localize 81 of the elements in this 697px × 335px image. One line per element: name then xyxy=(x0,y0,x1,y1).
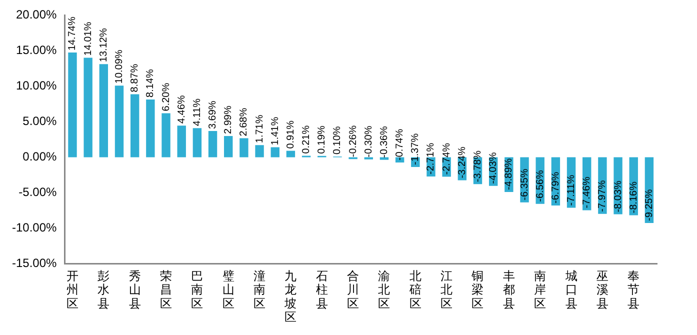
data-label: -7.46% xyxy=(582,176,593,208)
bar xyxy=(255,145,264,158)
bar xyxy=(192,128,202,158)
x-tick-label: 渝北区 xyxy=(378,268,390,310)
x-tick-label: 秀山县 xyxy=(128,268,141,310)
data-label: -0.26% xyxy=(348,125,359,158)
x-tick-label: 石柱县 xyxy=(316,268,328,310)
data-label: -8.16% xyxy=(628,181,640,214)
bar xyxy=(84,58,92,158)
data-label: -1.37% xyxy=(410,133,422,165)
data-label: -0.74% xyxy=(394,128,406,161)
data-label: 2.68% xyxy=(238,108,250,136)
x-tick-label: 合川区 xyxy=(347,268,360,310)
data-label: -3.24% xyxy=(456,146,468,178)
data-label: 1.41% xyxy=(270,116,281,146)
y-tick-label: -15.00% xyxy=(12,256,58,270)
data-label: 0.10% xyxy=(332,126,344,155)
data-label: 2.99% xyxy=(223,106,234,134)
data-label: 0.21% xyxy=(301,125,312,154)
x-tick-label: 潼南区 xyxy=(254,268,266,310)
data-label: -2.74% xyxy=(441,142,452,175)
x-tick-label: 江北区 xyxy=(440,268,453,310)
y-tick-label: 10.00% xyxy=(16,78,58,93)
y-tick-label: -10.00% xyxy=(12,220,58,235)
y-tick-label: 5.00% xyxy=(22,114,58,128)
data-label: 10.09% xyxy=(114,50,125,84)
bar xyxy=(99,64,108,158)
y-tick-label: 0.00% xyxy=(22,150,58,164)
x-tick-label: 九龙坡区 xyxy=(284,268,297,324)
data-label: -8.03% xyxy=(612,180,624,212)
bar xyxy=(162,113,170,158)
data-label: 8.14% xyxy=(145,68,156,98)
x-tick-label: 彭水县 xyxy=(98,268,110,310)
bar xyxy=(130,94,140,158)
data-label: 13.12% xyxy=(98,28,110,62)
data-label: -7.11% xyxy=(566,174,578,206)
data-label: 4.46% xyxy=(176,95,188,124)
data-label: -7.97% xyxy=(597,180,608,212)
data-label: -6.79% xyxy=(550,172,562,204)
x-tick-label: 开州区 xyxy=(66,268,78,310)
x-tick-label: 南岸区 xyxy=(534,268,546,310)
data-label: 8.87% xyxy=(130,64,141,92)
x-tick-label: 巴南区 xyxy=(191,268,204,310)
data-label: -0.36% xyxy=(378,126,390,158)
bar xyxy=(286,150,296,158)
bar xyxy=(68,52,77,158)
data-label: -0.30% xyxy=(363,126,374,158)
data-label: 0.91% xyxy=(285,120,296,149)
y-tick-label: -5.00% xyxy=(18,185,58,200)
data-label: -4.03% xyxy=(488,152,500,184)
y-tick-label: 20.00% xyxy=(16,8,58,22)
data-label: 14.01% xyxy=(82,22,94,56)
data-label: 3.69% xyxy=(208,100,219,130)
data-label: 1.71% xyxy=(254,114,266,144)
data-label: -9.25% xyxy=(644,189,655,221)
bar xyxy=(270,147,280,158)
bar xyxy=(240,138,248,158)
x-tick-label: 铜梁区 xyxy=(470,268,484,310)
x-tick-label: 北碚区 xyxy=(408,268,422,310)
data-label: -3.78% xyxy=(472,150,484,182)
x-tick-label: 奉节县 xyxy=(628,268,640,310)
bar xyxy=(114,86,124,158)
data-label: -6.56% xyxy=(534,170,546,202)
data-label: -6.35% xyxy=(519,168,530,200)
y-tick-label: 15.00% xyxy=(16,43,58,58)
data-label: -4.89% xyxy=(504,158,515,190)
bar xyxy=(208,131,218,158)
data-label: -2.71% xyxy=(426,142,437,175)
bar xyxy=(146,99,155,158)
x-tick-label: 荣昌区 xyxy=(160,268,172,310)
data-label: 0.19% xyxy=(316,125,328,154)
x-tick-label: 城口县 xyxy=(564,268,578,310)
data-label: 6.20% xyxy=(160,82,172,112)
bar xyxy=(224,136,233,158)
data-label: 4.11% xyxy=(192,98,203,126)
x-tick-label: 璧山区 xyxy=(222,268,234,310)
x-tick-label: 巫溪县 xyxy=(596,268,608,310)
x-tick-label: 丰都县 xyxy=(502,268,515,310)
data-label: 14.74% xyxy=(67,16,78,51)
bar xyxy=(380,157,389,160)
bar xyxy=(177,126,186,158)
